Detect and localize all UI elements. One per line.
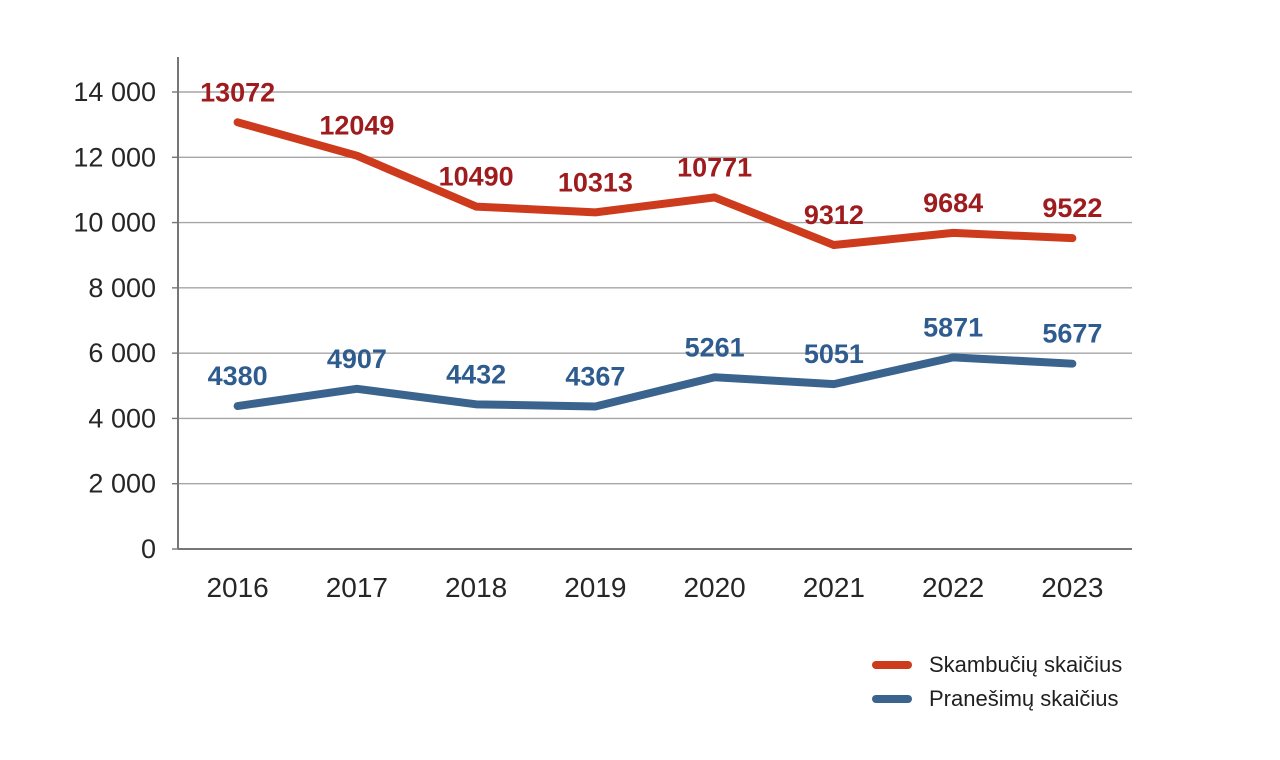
data-label: 9522 — [1042, 193, 1102, 223]
data-label: 13072 — [200, 77, 275, 107]
data-label: 9312 — [804, 200, 864, 230]
y-tick-label: 0 — [141, 534, 156, 564]
x-tick-label: 2016 — [206, 572, 268, 603]
data-label: 9684 — [923, 188, 983, 218]
legend-label-messages: Pranešimų skaičius — [929, 686, 1119, 711]
legend-item-messages: Pranešimų skaičius — [872, 684, 1122, 714]
series-line — [233, 353, 1077, 411]
data-label: 5261 — [685, 332, 745, 362]
y-tick-label: 2 000 — [88, 469, 156, 499]
x-tick-label: 2022 — [922, 572, 984, 603]
x-tick-label: 2019 — [564, 572, 626, 603]
data-label: 10490 — [439, 162, 514, 192]
chart-legend: Skambučių skaičius Pranešimų skaičius — [872, 650, 1122, 714]
data-label: 4432 — [446, 359, 506, 389]
x-tick-label: 2020 — [683, 572, 745, 603]
legend-line-swatch-calls — [872, 661, 912, 669]
y-tick-label: 4 000 — [88, 403, 156, 433]
legend-label-calls: Skambučių skaičius — [929, 652, 1123, 677]
x-tick-label: 2023 — [1041, 572, 1103, 603]
series-line — [233, 118, 1077, 250]
data-label: 4367 — [565, 361, 625, 391]
data-label: 5051 — [804, 339, 864, 369]
x-tick-label: 2021 — [803, 572, 865, 603]
x-tick-label: 2018 — [445, 572, 507, 603]
line-chart: 0 2 000 4 000 6 000 8 000 10 000 12 000 14 000 2… — [73, 57, 1132, 603]
data-label: 5677 — [1042, 319, 1102, 349]
y-tick-label: 14 000 — [73, 77, 156, 107]
y-tick-label: 10 000 — [73, 208, 156, 238]
legend-line-swatch-messages — [872, 695, 912, 703]
data-label: 4380 — [208, 361, 268, 391]
data-label: 5871 — [923, 312, 983, 342]
data-label: 10313 — [558, 167, 633, 197]
y-tick-label: 8 000 — [88, 273, 156, 303]
y-tick-label: 6 000 — [88, 338, 156, 368]
data-label: 10771 — [677, 152, 752, 182]
data-label: 12049 — [319, 111, 394, 141]
data-label: 4907 — [327, 344, 387, 374]
x-tick-label: 2017 — [326, 572, 388, 603]
y-tick-label: 12 000 — [73, 142, 156, 172]
legend-item-calls: Skambučių skaičius — [872, 650, 1122, 680]
